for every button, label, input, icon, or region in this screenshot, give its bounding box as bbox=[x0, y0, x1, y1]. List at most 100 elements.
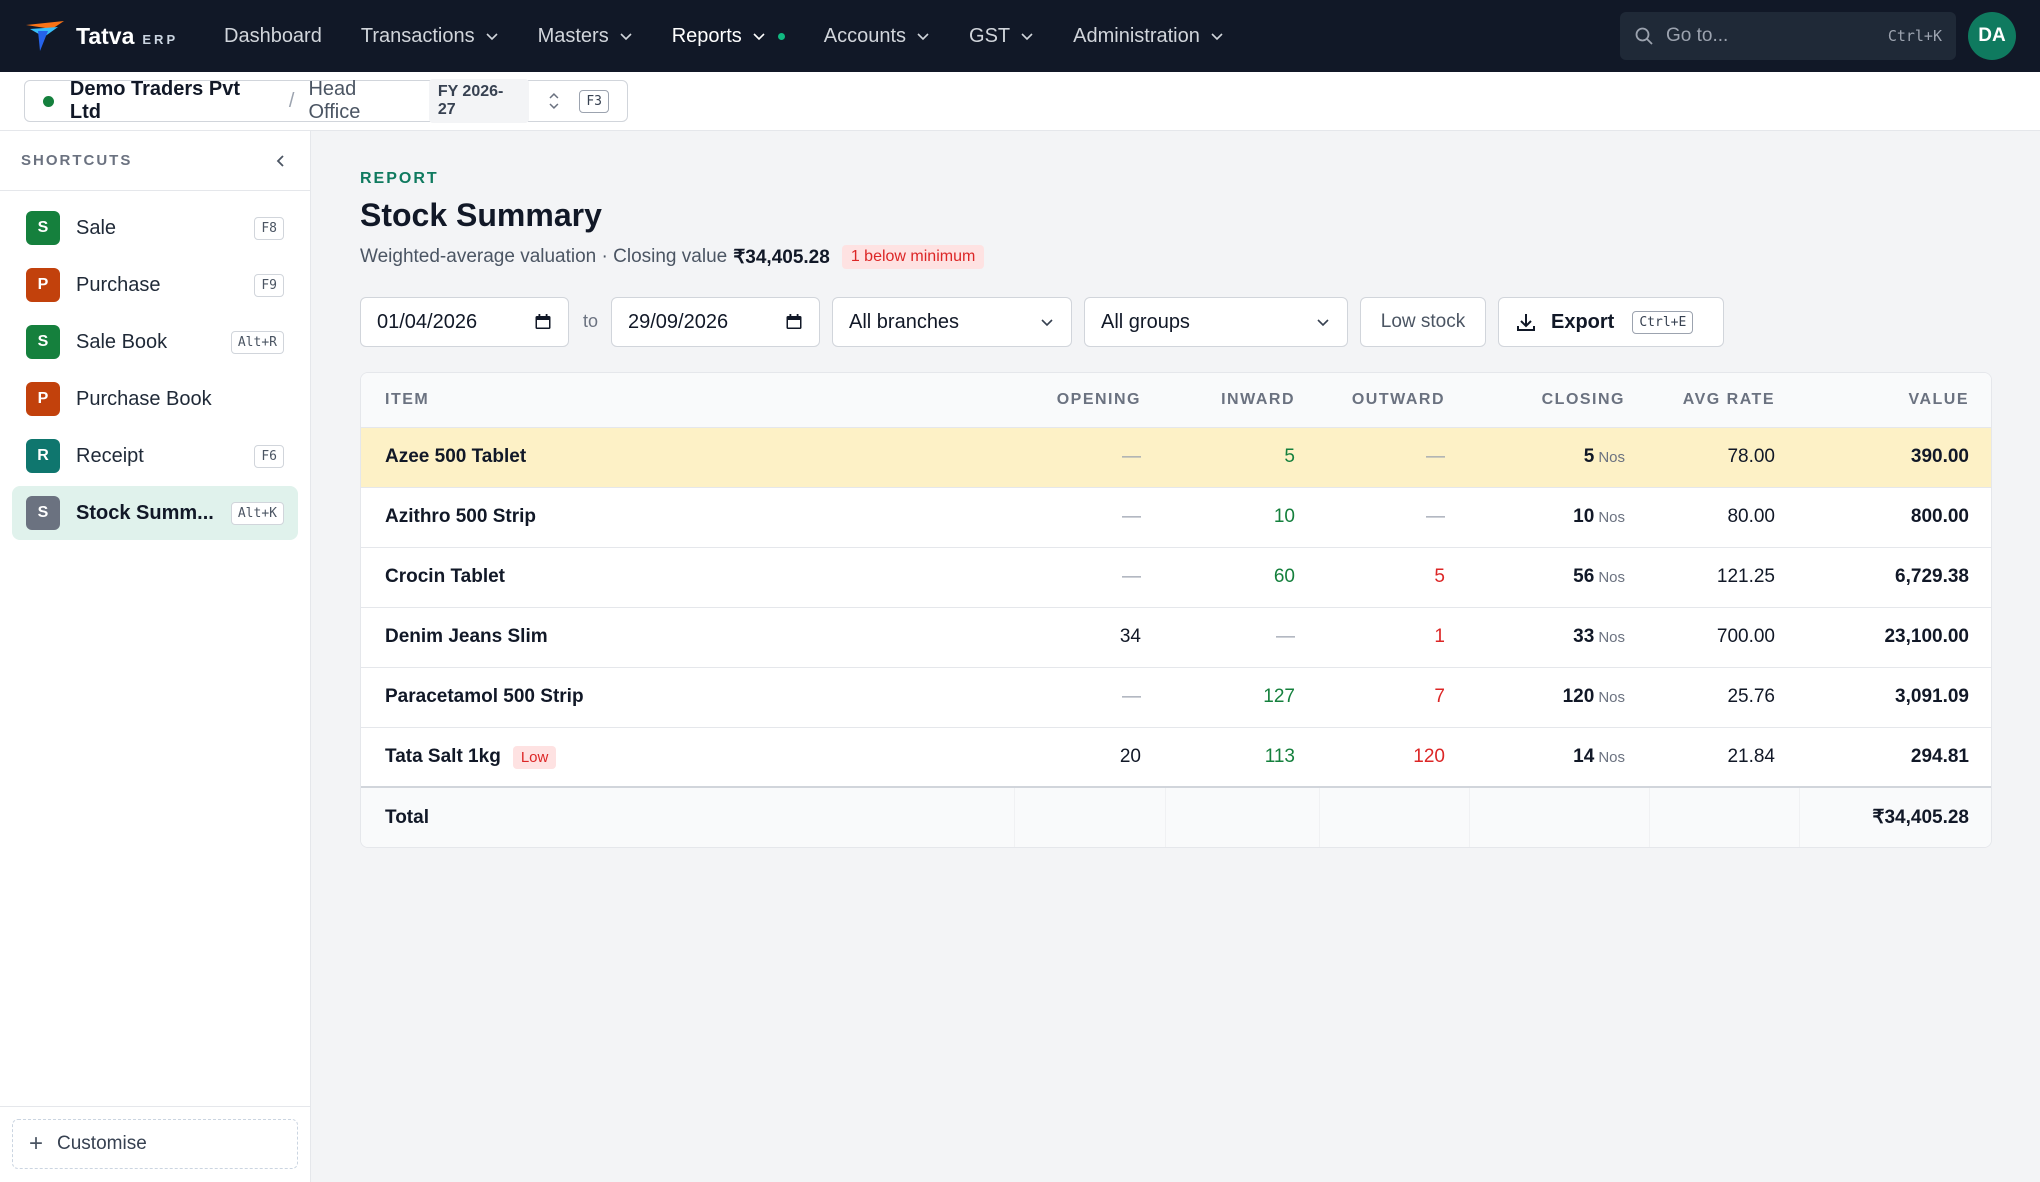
closing-qty: 56 bbox=[1573, 566, 1595, 587]
nav-reports-label: Reports bbox=[671, 24, 742, 47]
shortcut-purchase[interactable]: P Purchase F9 bbox=[12, 258, 298, 312]
column-header-item[interactable]: ITEM bbox=[361, 373, 1014, 428]
group-select[interactable]: All groups bbox=[1084, 297, 1348, 347]
nav-transactions[interactable]: Transactions bbox=[361, 25, 499, 48]
customise-label: Customise bbox=[57, 1133, 147, 1154]
closing-unit: Nos bbox=[1598, 629, 1625, 646]
collapse-chevron-left-icon[interactable] bbox=[273, 153, 289, 169]
branch-select[interactable]: All branches bbox=[832, 297, 1072, 347]
customise-button[interactable]: + Customise bbox=[12, 1119, 298, 1169]
nav-reports[interactable]: Reports bbox=[672, 25, 785, 48]
shortcut-stock-summary[interactable]: S Stock Summ... Alt+K bbox=[12, 486, 298, 540]
shortcut-sale[interactable]: S Sale F8 bbox=[12, 201, 298, 255]
total-empty-cell bbox=[1164, 786, 1319, 847]
shortcut-kbd: F8 bbox=[254, 216, 284, 240]
cell-inward: 60 bbox=[1165, 547, 1319, 608]
shortcut-purchase-book[interactable]: P Purchase Book bbox=[12, 372, 298, 426]
item-name: Denim Jeans Slim bbox=[385, 626, 548, 647]
plus-icon: + bbox=[29, 1130, 44, 1157]
to-date-input[interactable]: 29/09/2026 bbox=[611, 297, 820, 347]
table-row[interactable]: Tata Salt 1kg Low 20 113 120 14 Nos 21.84 … bbox=[361, 727, 1991, 788]
nav-masters[interactable]: Masters bbox=[538, 25, 633, 48]
column-header-outward[interactable]: OUTWARD bbox=[1319, 373, 1469, 428]
cell-closing: 120 Nos bbox=[1469, 667, 1649, 728]
cell-closing: 33 Nos bbox=[1469, 607, 1649, 668]
search-icon bbox=[1635, 27, 1653, 45]
user-avatar[interactable]: DA bbox=[1968, 12, 2016, 60]
nav-accounts[interactable]: Accounts bbox=[824, 25, 930, 48]
table-row[interactable]: Denim Jeans Slim 34 — 1 33 Nos 700.00 23,… bbox=[361, 607, 1991, 668]
shortcut-label: Receipt bbox=[76, 444, 144, 467]
company-switcher[interactable]: Demo Traders Pvt Ltd / Head Office FY 20… bbox=[24, 78, 628, 123]
goto-search-input[interactable]: Go to... Ctrl+K bbox=[1620, 12, 1956, 60]
main-nav: Dashboard Transactions Masters Reports A… bbox=[224, 25, 1263, 48]
from-date-input[interactable]: 01/04/2026 bbox=[360, 297, 569, 347]
export-button[interactable]: Export Ctrl+E bbox=[1498, 297, 1724, 347]
nav-gst[interactable]: GST bbox=[969, 25, 1034, 48]
cell-avg-rate: 78.00 bbox=[1649, 427, 1799, 488]
column-header-opening[interactable]: OPENING bbox=[1014, 373, 1165, 428]
stock-summary-table: ITEM OPENING INWARD OUTWARD CLOSING AVG … bbox=[360, 372, 1992, 848]
chevron-down-icon bbox=[486, 33, 498, 41]
cell-avg-rate: 21.84 bbox=[1649, 727, 1799, 788]
from-date-value: 01/04/2026 bbox=[377, 310, 478, 333]
closing-unit: Nos bbox=[1598, 569, 1625, 586]
column-header-value[interactable]: VALUE bbox=[1799, 373, 1991, 428]
nav-administration-label: Administration bbox=[1073, 24, 1200, 47]
table-row[interactable]: Azithro 500 Strip — 10 — 10 Nos 80.00 800… bbox=[361, 487, 1991, 548]
shortcut-kbd: F6 bbox=[254, 444, 284, 468]
cell-opening: — bbox=[1014, 487, 1165, 548]
cell-closing: 56 Nos bbox=[1469, 547, 1649, 608]
total-empty-cell bbox=[1318, 786, 1469, 847]
export-shortcut: Ctrl+E bbox=[1632, 310, 1694, 334]
total-empty-cell bbox=[1648, 786, 1799, 847]
cell-item: Crocin Tablet bbox=[361, 547, 1014, 608]
closing-qty: 14 bbox=[1573, 745, 1595, 767]
cell-outward: 7 bbox=[1319, 667, 1469, 728]
below-minimum-badge[interactable]: 1 below minimum bbox=[841, 245, 985, 269]
report-subtitle: Weighted-average valuation · Closing val… bbox=[360, 245, 985, 269]
shortcut-letter-icon: R bbox=[26, 439, 60, 473]
cell-avg-rate: 700.00 bbox=[1649, 607, 1799, 668]
chevron-down-icon bbox=[1211, 33, 1223, 41]
column-header-inward[interactable]: INWARD bbox=[1165, 373, 1319, 428]
calendar-icon[interactable] bbox=[785, 313, 803, 331]
cell-outward: 5 bbox=[1319, 547, 1469, 608]
closing-qty: 5 bbox=[1583, 446, 1595, 467]
shortcut-kbd: F9 bbox=[254, 273, 284, 297]
top-navbar: Tatva ERP Dashboard Transactions Masters… bbox=[0, 0, 2040, 72]
low-stock-toggle[interactable]: Low stock bbox=[1360, 297, 1486, 347]
brand[interactable]: Tatva ERP bbox=[24, 19, 204, 53]
low-stock-badge: Low bbox=[512, 745, 557, 769]
cell-opening: — bbox=[1014, 427, 1165, 488]
cell-inward: — bbox=[1165, 607, 1319, 668]
table-row[interactable]: Paracetamol 500 Strip — 127 7 120 Nos 25.… bbox=[361, 667, 1991, 728]
cell-opening: 20 bbox=[1014, 727, 1165, 788]
shortcut-letter-icon: P bbox=[26, 268, 60, 302]
date-range-to-label: to bbox=[583, 311, 599, 331]
chevron-down-icon bbox=[753, 33, 765, 41]
shortcut-letter-icon: S bbox=[26, 211, 60, 245]
chevron-up-down-icon bbox=[549, 93, 559, 109]
brand-subtitle: ERP bbox=[142, 31, 179, 47]
shortcut-sale-book[interactable]: S Sale Book Alt+R bbox=[12, 315, 298, 369]
closing-unit: Nos bbox=[1598, 689, 1625, 706]
total-empty-cell bbox=[1468, 786, 1649, 847]
column-header-avg-rate[interactable]: AVG RATE bbox=[1649, 373, 1799, 428]
shortcut-receipt[interactable]: R Receipt F6 bbox=[12, 429, 298, 483]
cell-value: 6,729.38 bbox=[1799, 547, 1991, 608]
nav-dashboard[interactable]: Dashboard bbox=[224, 25, 322, 48]
cell-item: Denim Jeans Slim bbox=[361, 607, 1014, 668]
cell-value: 294.81 bbox=[1799, 727, 1991, 788]
shortcut-letter-icon: P bbox=[26, 382, 60, 416]
table-row[interactable]: Azee 500 Tablet — 5 — 5 Nos 78.00 390.00 bbox=[361, 427, 1991, 488]
goto-shortcut: Ctrl+K bbox=[1887, 27, 1942, 45]
calendar-icon[interactable] bbox=[534, 313, 552, 331]
page-title: Stock Summary bbox=[360, 197, 602, 233]
table-row[interactable]: Crocin Tablet — 60 5 56 Nos 121.25 6,729.… bbox=[361, 547, 1991, 608]
cell-opening: — bbox=[1014, 667, 1165, 728]
cell-closing: 14 Nos bbox=[1469, 727, 1649, 788]
nav-administration[interactable]: Administration bbox=[1073, 25, 1224, 48]
column-header-closing[interactable]: CLOSING bbox=[1469, 373, 1649, 428]
group-select-value: All groups bbox=[1101, 310, 1190, 333]
